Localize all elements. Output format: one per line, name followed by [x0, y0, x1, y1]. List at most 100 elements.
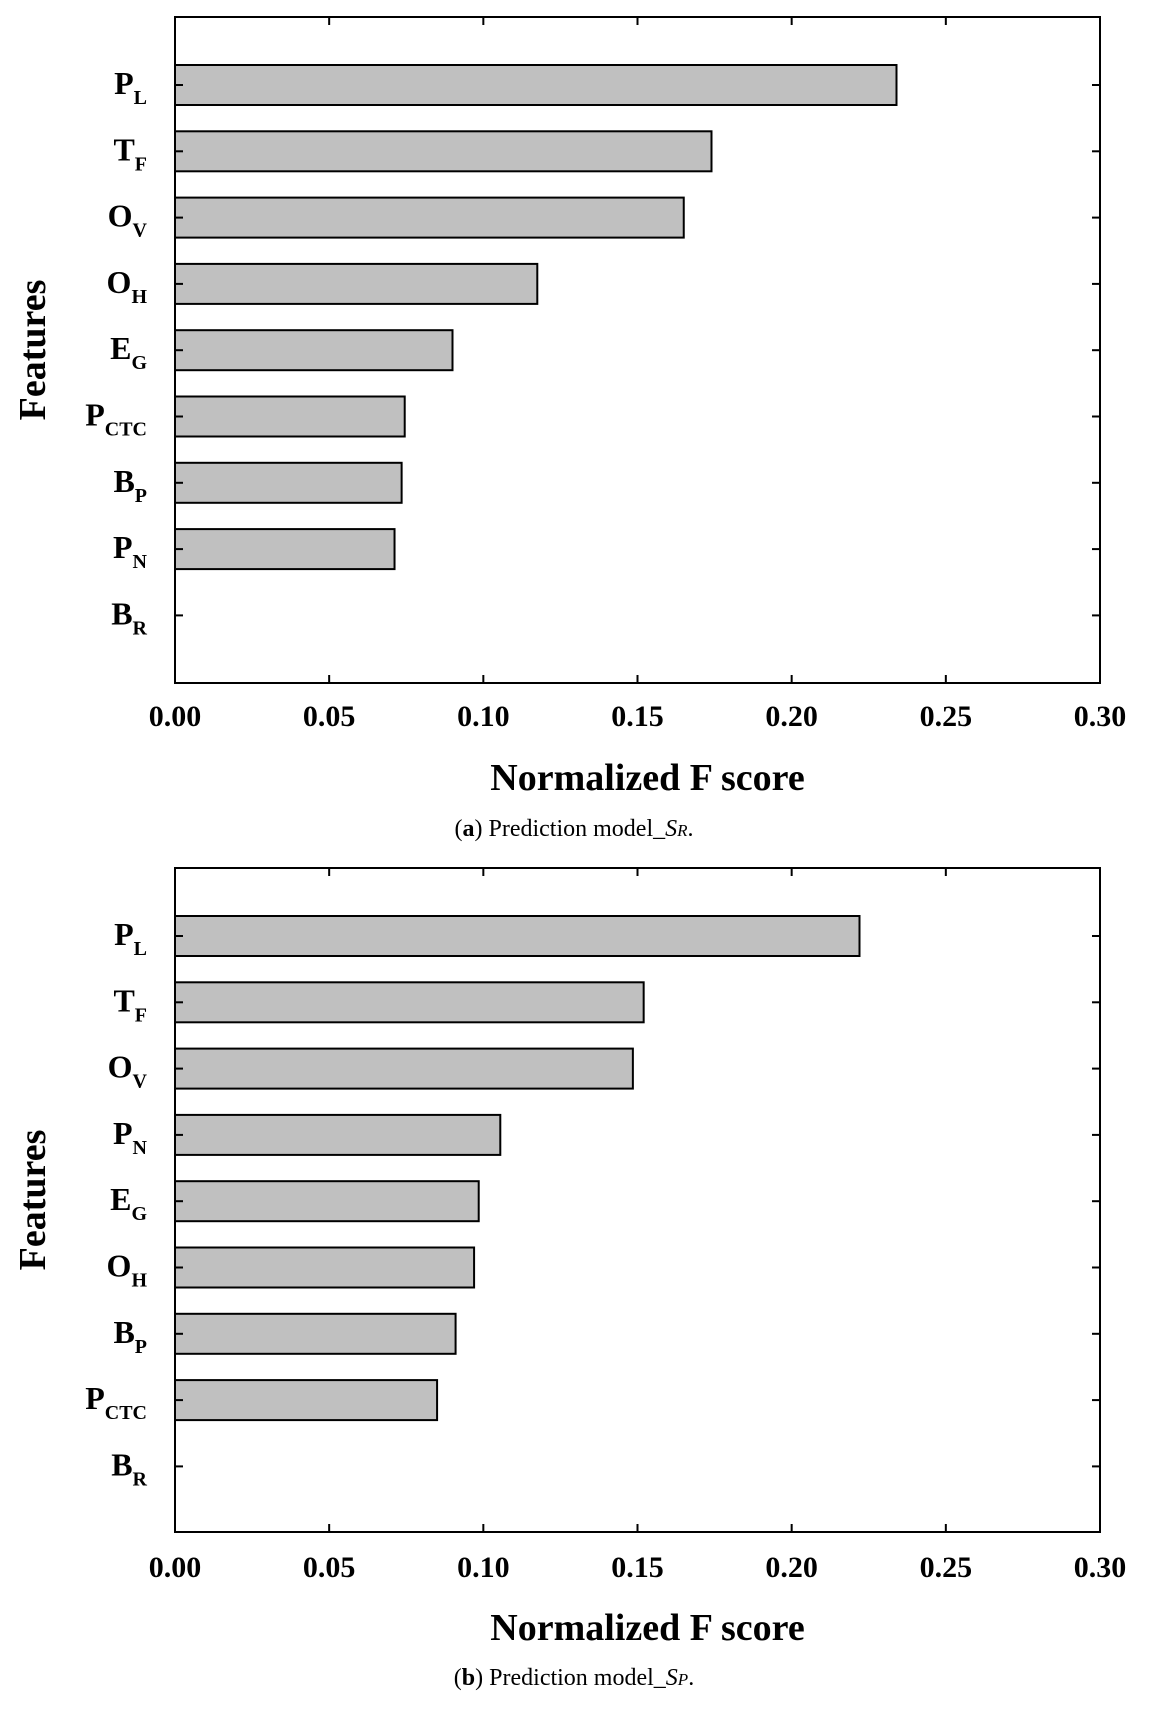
category-label-main: E: [110, 1181, 131, 1217]
category-label-main: B: [113, 1314, 134, 1350]
category-label-main: P: [113, 1115, 133, 1151]
y-axis-title: Features: [12, 1130, 54, 1271]
category-label-sub: G: [131, 1203, 147, 1225]
category-label-main: B: [111, 595, 132, 631]
caption-symbol-sub: P: [677, 1670, 688, 1689]
bar-OH: [174, 262, 539, 305]
category-label: PL: [114, 916, 147, 960]
x-tick-label: 0.25: [920, 1551, 973, 1584]
category-label-sub: V: [133, 220, 148, 242]
category-label-main: O: [107, 1248, 132, 1284]
caption-paren: ): [475, 1665, 489, 1691]
category-label: OH: [107, 1248, 148, 1292]
category-label: OV: [108, 198, 148, 242]
category-label: TF: [113, 131, 147, 175]
bar-BP: [174, 461, 403, 504]
category-label: PN: [113, 529, 148, 573]
category-label: EG: [110, 1181, 147, 1225]
x-tick-label: 0.00: [149, 1551, 202, 1584]
category-label-sub: N: [133, 551, 148, 573]
category-label-sub: H: [131, 1270, 147, 1292]
y-axis-title: Features: [12, 280, 54, 421]
category-label-main: P: [85, 1380, 105, 1416]
caption-paren: ): [474, 816, 488, 842]
bar-TF: [174, 981, 645, 1024]
x-tick-label: 0.25: [920, 700, 973, 733]
x-tick-label: 0.30: [1074, 1551, 1127, 1584]
category-label-sub: F: [135, 1004, 147, 1026]
bar-BP: [174, 1312, 457, 1355]
category-label-sub: R: [133, 1468, 148, 1490]
category-label: TF: [113, 982, 147, 1026]
category-label-sub: P: [135, 485, 147, 507]
category-label: OV: [108, 1049, 148, 1093]
category-label-sub: F: [135, 153, 147, 175]
caption-label: a: [462, 816, 474, 842]
figure-caption: (b) Prediction model_SP.: [454, 1665, 694, 1691]
bar-PCTC: [174, 395, 406, 438]
category-label-sub: H: [131, 286, 147, 308]
category-label-main: B: [113, 463, 134, 499]
category-label-sub: CTC: [105, 1402, 147, 1424]
category-label-main: P: [114, 65, 134, 101]
caption-text: Prediction model_: [489, 1665, 667, 1691]
x-tick-label: 0.10: [457, 700, 510, 733]
category-label: PCTC: [85, 1380, 147, 1424]
category-label-sub: P: [135, 1336, 147, 1358]
category-label-main: B: [111, 1446, 132, 1482]
category-label-main: T: [113, 131, 134, 167]
category-label-sub: L: [134, 938, 147, 960]
category-label-sub: CTC: [105, 419, 147, 441]
category-label: BR: [111, 1446, 147, 1490]
category-label-main: T: [113, 982, 134, 1018]
bar-EG: [174, 1180, 480, 1223]
caption-text: Prediction model_: [488, 816, 666, 842]
x-tick-label: 0.00: [149, 700, 202, 733]
bar-PL: [174, 64, 898, 106]
category-label-main: P: [113, 529, 133, 565]
x-tick-label: 0.20: [765, 1551, 818, 1584]
x-tick-label: 0.10: [457, 1551, 510, 1584]
caption-period: .: [688, 1665, 694, 1691]
x-tick-label: 0.05: [303, 700, 356, 733]
category-label: BP: [113, 463, 147, 507]
category-label-sub: L: [134, 87, 147, 109]
category-label-main: E: [110, 330, 131, 366]
x-tick-label: 0.15: [611, 700, 664, 733]
category-label: BR: [111, 595, 147, 639]
bar-OV: [174, 196, 685, 239]
caption-paren: (: [454, 1665, 462, 1691]
bar-PN: [174, 1113, 502, 1156]
bar-OV: [174, 1047, 634, 1090]
category-label-sub: G: [131, 352, 147, 374]
caption-symbol: S: [666, 1665, 678, 1691]
category-label: BP: [113, 1314, 147, 1358]
bar-PN: [174, 528, 396, 571]
category-label: PCTC: [85, 397, 147, 441]
figure-caption: (a) Prediction model_SR.: [454, 816, 693, 842]
x-tick-label: 0.05: [303, 1551, 356, 1584]
category-label: EG: [110, 330, 147, 374]
category-label-sub: V: [133, 1071, 148, 1093]
caption-paren: (: [454, 816, 462, 842]
category-label: PN: [113, 1115, 148, 1159]
bar-EG: [174, 329, 454, 372]
x-tick-label: 0.15: [611, 1551, 664, 1584]
bar-OH: [174, 1246, 476, 1289]
caption-period: .: [688, 816, 694, 842]
category-label-main: P: [114, 916, 134, 952]
x-tick-label: 0.20: [765, 700, 818, 733]
caption-symbol-sub: R: [676, 821, 688, 840]
category-label-main: O: [108, 1049, 133, 1085]
caption-label: b: [462, 1665, 475, 1691]
category-label-main: O: [107, 264, 132, 300]
category-label-sub: N: [133, 1137, 148, 1159]
x-axis-title: Normalized F score: [490, 1607, 804, 1649]
category-label-sub: R: [133, 617, 148, 639]
bar-PL: [174, 915, 861, 957]
x-axis-title: Normalized F score: [490, 757, 804, 799]
caption-symbol: S: [665, 816, 677, 842]
